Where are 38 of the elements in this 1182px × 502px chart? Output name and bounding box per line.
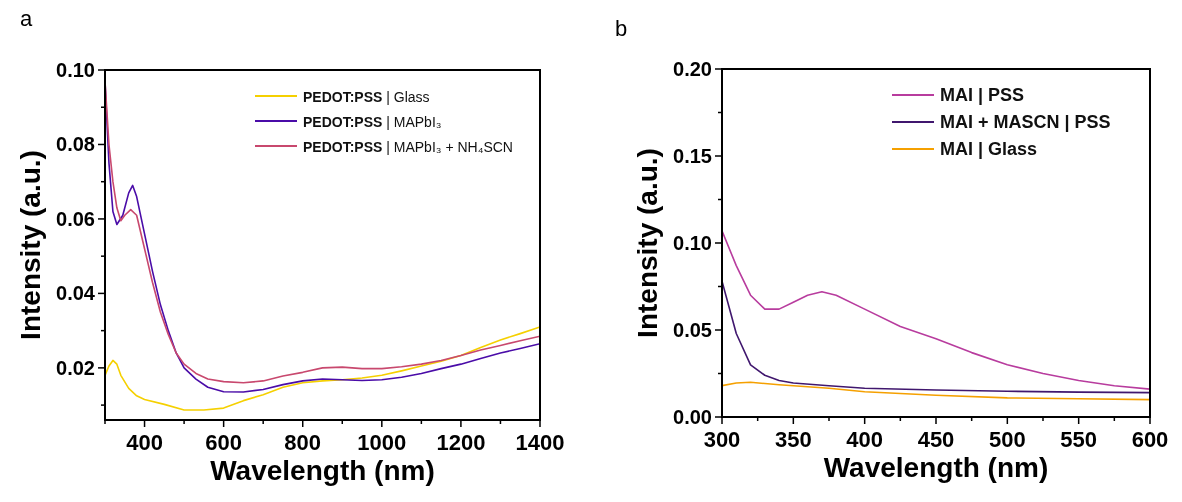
y-tick-label: 0.00 bbox=[673, 406, 712, 428]
line-series bbox=[105, 326, 540, 411]
y-tick-label: 0.05 bbox=[673, 319, 712, 341]
legend-label: PEDOT:PSS | MAPbI₃ + NH₄SCN bbox=[303, 139, 513, 155]
y-tick-label: 0.08 bbox=[56, 133, 95, 156]
legend-label: PEDOT:PSS | MAPbI₃ bbox=[303, 114, 442, 130]
x-tick-label: 1400 bbox=[515, 430, 565, 455]
y-tick-label: 0.15 bbox=[673, 145, 712, 167]
chart-title: b bbox=[615, 16, 628, 41]
x-axis-title: Wavelength (nm) bbox=[823, 452, 1049, 483]
y-axis-title: Intensity (a.u.) bbox=[15, 150, 46, 340]
x-tick-label: 550 bbox=[1060, 427, 1098, 452]
x-axis-title: Wavelength (nm) bbox=[210, 455, 435, 486]
x-tick-label: 1000 bbox=[357, 430, 407, 455]
y-tick-label: 0.06 bbox=[56, 207, 95, 230]
x-tick-label: 600 bbox=[1131, 427, 1169, 452]
legend-label: MAI | PSS bbox=[940, 85, 1025, 105]
y-axis-title: Intensity (a.u.) bbox=[632, 148, 663, 338]
x-tick-label: 1200 bbox=[436, 430, 486, 455]
x-tick-label: 500 bbox=[988, 427, 1026, 452]
legend-label: PEDOT:PSS | Glass bbox=[303, 89, 430, 105]
x-tick-label: 800 bbox=[284, 430, 322, 455]
y-tick-label: 0.10 bbox=[56, 59, 95, 81]
y-tick-label: 0.02 bbox=[56, 356, 95, 379]
y-tick-label: 0.20 bbox=[673, 58, 712, 80]
line-series bbox=[722, 381, 1150, 401]
x-tick-label: 300 bbox=[703, 427, 741, 452]
legend-label: MAI + MASCN | PSS bbox=[940, 112, 1111, 132]
x-tick-label: 600 bbox=[205, 430, 242, 455]
x-tick-label: 400 bbox=[126, 430, 163, 455]
line-series bbox=[722, 230, 1150, 390]
x-tick-label: 400 bbox=[846, 427, 884, 452]
legend-label: MAI | Glass bbox=[940, 139, 1038, 159]
y-tick-label: 0.10 bbox=[673, 232, 712, 254]
chart-title: a bbox=[20, 6, 33, 31]
x-tick-label: 350 bbox=[774, 427, 812, 452]
x-tick-label: 450 bbox=[917, 427, 955, 452]
y-tick-label: 0.04 bbox=[56, 282, 96, 305]
